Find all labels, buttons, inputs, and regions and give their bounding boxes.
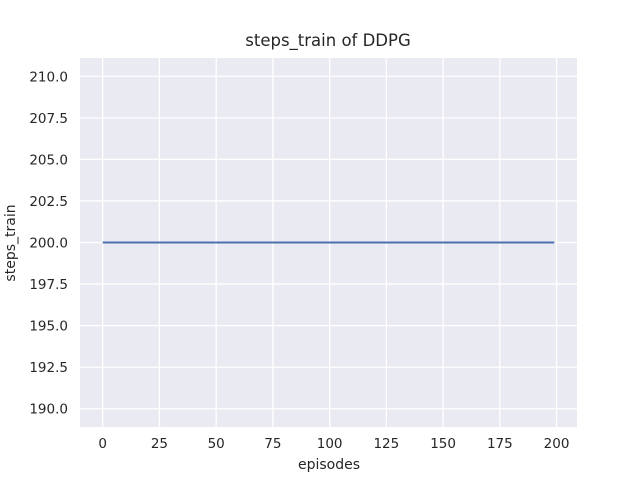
y-axis-label: steps_train	[3, 204, 19, 281]
y-tick-label: 202.5	[29, 194, 68, 210]
y-tick-label: 207.5	[29, 111, 68, 127]
x-tick-label: 100	[317, 436, 343, 452]
chart-title: steps_train of DDPG	[245, 31, 410, 51]
x-tick-label: 50	[208, 436, 225, 452]
plot-layers: 0 25 50 75 100 125 150 175 200 190.0 192.5 195.0 197…	[29, 58, 577, 452]
y-tick-label: 190.0	[29, 402, 68, 418]
x-tick-label: 25	[151, 436, 168, 452]
y-tick-label: 197.5	[29, 277, 68, 293]
x-tick-label: 150	[430, 436, 456, 452]
y-tick-label: 195.0	[29, 319, 68, 335]
x-tick-label: 0	[98, 436, 107, 452]
x-axis-label: episodes	[298, 457, 360, 473]
x-tick-label: 175	[487, 436, 513, 452]
x-tick-label: 75	[264, 436, 281, 452]
x-tick-label: 125	[373, 436, 399, 452]
y-tick-label: 210.0	[29, 69, 68, 85]
y-tick-label: 192.5	[29, 360, 68, 376]
x-tick-label: 200	[544, 436, 570, 452]
y-tick-label: 205.0	[29, 152, 68, 168]
y-tick-label: 200.0	[29, 236, 68, 252]
